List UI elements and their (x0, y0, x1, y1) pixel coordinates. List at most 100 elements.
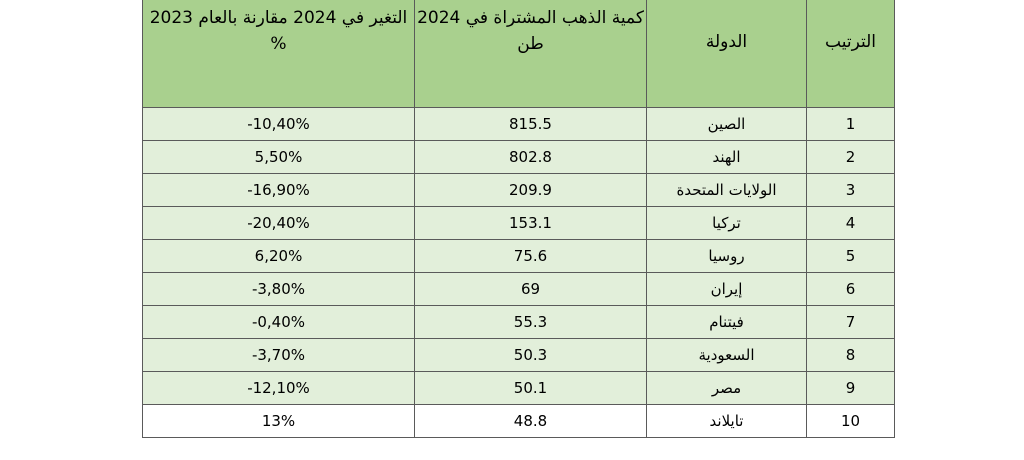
cell-country: تايلاند (646, 404, 807, 438)
cell-country-text: فيتنام (709, 313, 744, 331)
table-row: 2 الهند 802.8 5,50% (142, 140, 895, 174)
cell-quantity-text: 50.1 (513, 379, 548, 397)
cell-rank-text: 7 (845, 313, 856, 331)
header-quantity: كمية الذهب المشتراة في 2024 طن (414, 0, 647, 108)
cell-quantity-text: 48.8 (513, 412, 548, 430)
cell-rank: 9 (806, 371, 895, 405)
cell-change: -0,40% (142, 305, 415, 339)
cell-change: -3,70% (142, 338, 415, 372)
cell-country: تركيا (646, 206, 807, 240)
cell-quantity-text: 69 (520, 280, 541, 298)
cell-change: -12,10% (142, 371, 415, 405)
cell-country: مصر (646, 371, 807, 405)
cell-change-text: 6,20% (254, 247, 303, 265)
cell-country-text: الولايات المتحدة (676, 181, 777, 199)
cell-rank: 10 (806, 404, 895, 438)
header-rank-label: الترتيب (825, 32, 876, 52)
cell-quantity: 69 (414, 272, 647, 306)
cell-change-text: -12,10% (247, 379, 310, 397)
cell-quantity-text: 55.3 (513, 313, 548, 331)
cell-quantity-text: 75.6 (513, 247, 548, 265)
cell-country: السعودية (646, 338, 807, 372)
table-row: 4 تركيا 153.1 -20,40% (142, 206, 895, 240)
cell-change-text: -10,40% (247, 115, 310, 133)
cell-rank: 2 (806, 140, 895, 174)
cell-rank-text: 5 (845, 247, 856, 265)
cell-country-text: روسيا (708, 247, 745, 265)
cell-change-text: -0,40% (251, 313, 306, 331)
cell-country-text: السعودية (698, 346, 755, 364)
table-row: 7 فيتنام 55.3 -0,40% (142, 305, 895, 339)
cell-change-text: -16,90% (247, 181, 310, 199)
cell-rank-text: 10 (840, 412, 861, 430)
cell-rank-text: 1 (845, 115, 856, 133)
cell-country-text: الهند (712, 148, 741, 166)
cell-rank: 6 (806, 272, 895, 306)
cell-country-text: تايلاند (709, 412, 744, 430)
cell-quantity: 209.9 (414, 173, 647, 207)
header-change-line1: التغير في 2024 مقارنة بالعام 2023 (149, 8, 408, 28)
cell-quantity-text: 815.5 (509, 115, 552, 133)
header-quantity-line2: طن (517, 34, 544, 54)
table-row: 8 السعودية 50.3 -3,70% (142, 338, 895, 372)
cell-quantity-text: 153.1 (509, 214, 552, 232)
cell-change-text: -20,40% (247, 214, 310, 232)
cell-change: 13% (142, 404, 415, 438)
cell-rank: 7 (806, 305, 895, 339)
cell-country-text: إيران (710, 280, 743, 298)
header-change-line2: % (270, 34, 287, 54)
cell-change: -3,80% (142, 272, 415, 306)
cell-country: فيتنام (646, 305, 807, 339)
cell-country-text: الصين (707, 115, 746, 133)
cell-change-text: 13% (261, 412, 296, 430)
header-quantity-line1: كمية الذهب المشتراة في 2024 (417, 8, 644, 28)
cell-rank-text: 9 (845, 379, 856, 397)
cell-rank: 3 (806, 173, 895, 207)
table-row: 3 الولايات المتحدة 209.9 -16,90% (142, 173, 895, 207)
table-body: 1 الصين 815.5 -10,40% 2 الهند 802.8 5,50% 3 الولا… (142, 107, 895, 438)
cell-quantity: 153.1 (414, 206, 647, 240)
cell-quantity: 55.3 (414, 305, 647, 339)
cell-quantity-text: 802.8 (509, 148, 552, 166)
cell-country: روسيا (646, 239, 807, 273)
cell-country-text: مصر (711, 379, 742, 397)
cell-quantity: 48.8 (414, 404, 647, 438)
cell-rank-text: 4 (845, 214, 856, 232)
cell-quantity-text: 50.3 (513, 346, 548, 364)
cell-change: -10,40% (142, 107, 415, 141)
header-row: الترتيب الدولة كمية الذهب المشتراة في 20… (142, 0, 895, 108)
cell-rank-text: 2 (845, 148, 856, 166)
table-row: 1 الصين 815.5 -10,40% (142, 107, 895, 141)
header-change: التغير في 2024 مقارنة بالعام 2023 % (142, 0, 415, 108)
cell-change-text: -3,70% (251, 346, 306, 364)
cell-change: 6,20% (142, 239, 415, 273)
cell-change: -20,40% (142, 206, 415, 240)
cell-country: إيران (646, 272, 807, 306)
cell-change: 5,50% (142, 140, 415, 174)
gold-purchases-table: الترتيب الدولة كمية الذهب المشتراة في 20… (142, 0, 895, 438)
header-rank: الترتيب (806, 0, 895, 108)
cell-country: الولايات المتحدة (646, 173, 807, 207)
cell-rank: 1 (806, 107, 895, 141)
cell-change-text: 5,50% (254, 148, 303, 166)
cell-quantity: 50.3 (414, 338, 647, 372)
cell-country: الصين (646, 107, 807, 141)
cell-rank-text: 6 (845, 280, 856, 298)
cell-country-text: تركيا (712, 214, 741, 232)
table-row: 6 إيران 69 -3,80% (142, 272, 895, 306)
cell-rank: 5 (806, 239, 895, 273)
cell-quantity: 75.6 (414, 239, 647, 273)
header-country: الدولة (646, 0, 807, 108)
cell-rank-text: 3 (845, 181, 856, 199)
table-row: 5 روسيا 75.6 6,20% (142, 239, 895, 273)
cell-quantity: 50.1 (414, 371, 647, 405)
cell-quantity: 815.5 (414, 107, 647, 141)
table-row: 9 مصر 50.1 -12,10% (142, 371, 895, 405)
cell-quantity-text: 209.9 (509, 181, 552, 199)
cell-change: -16,90% (142, 173, 415, 207)
header-country-label: الدولة (705, 32, 748, 52)
cell-rank: 4 (806, 206, 895, 240)
cell-rank-text: 8 (845, 346, 856, 364)
cell-country: الهند (646, 140, 807, 174)
table-row: 10 تايلاند 48.8 13% (142, 404, 895, 438)
